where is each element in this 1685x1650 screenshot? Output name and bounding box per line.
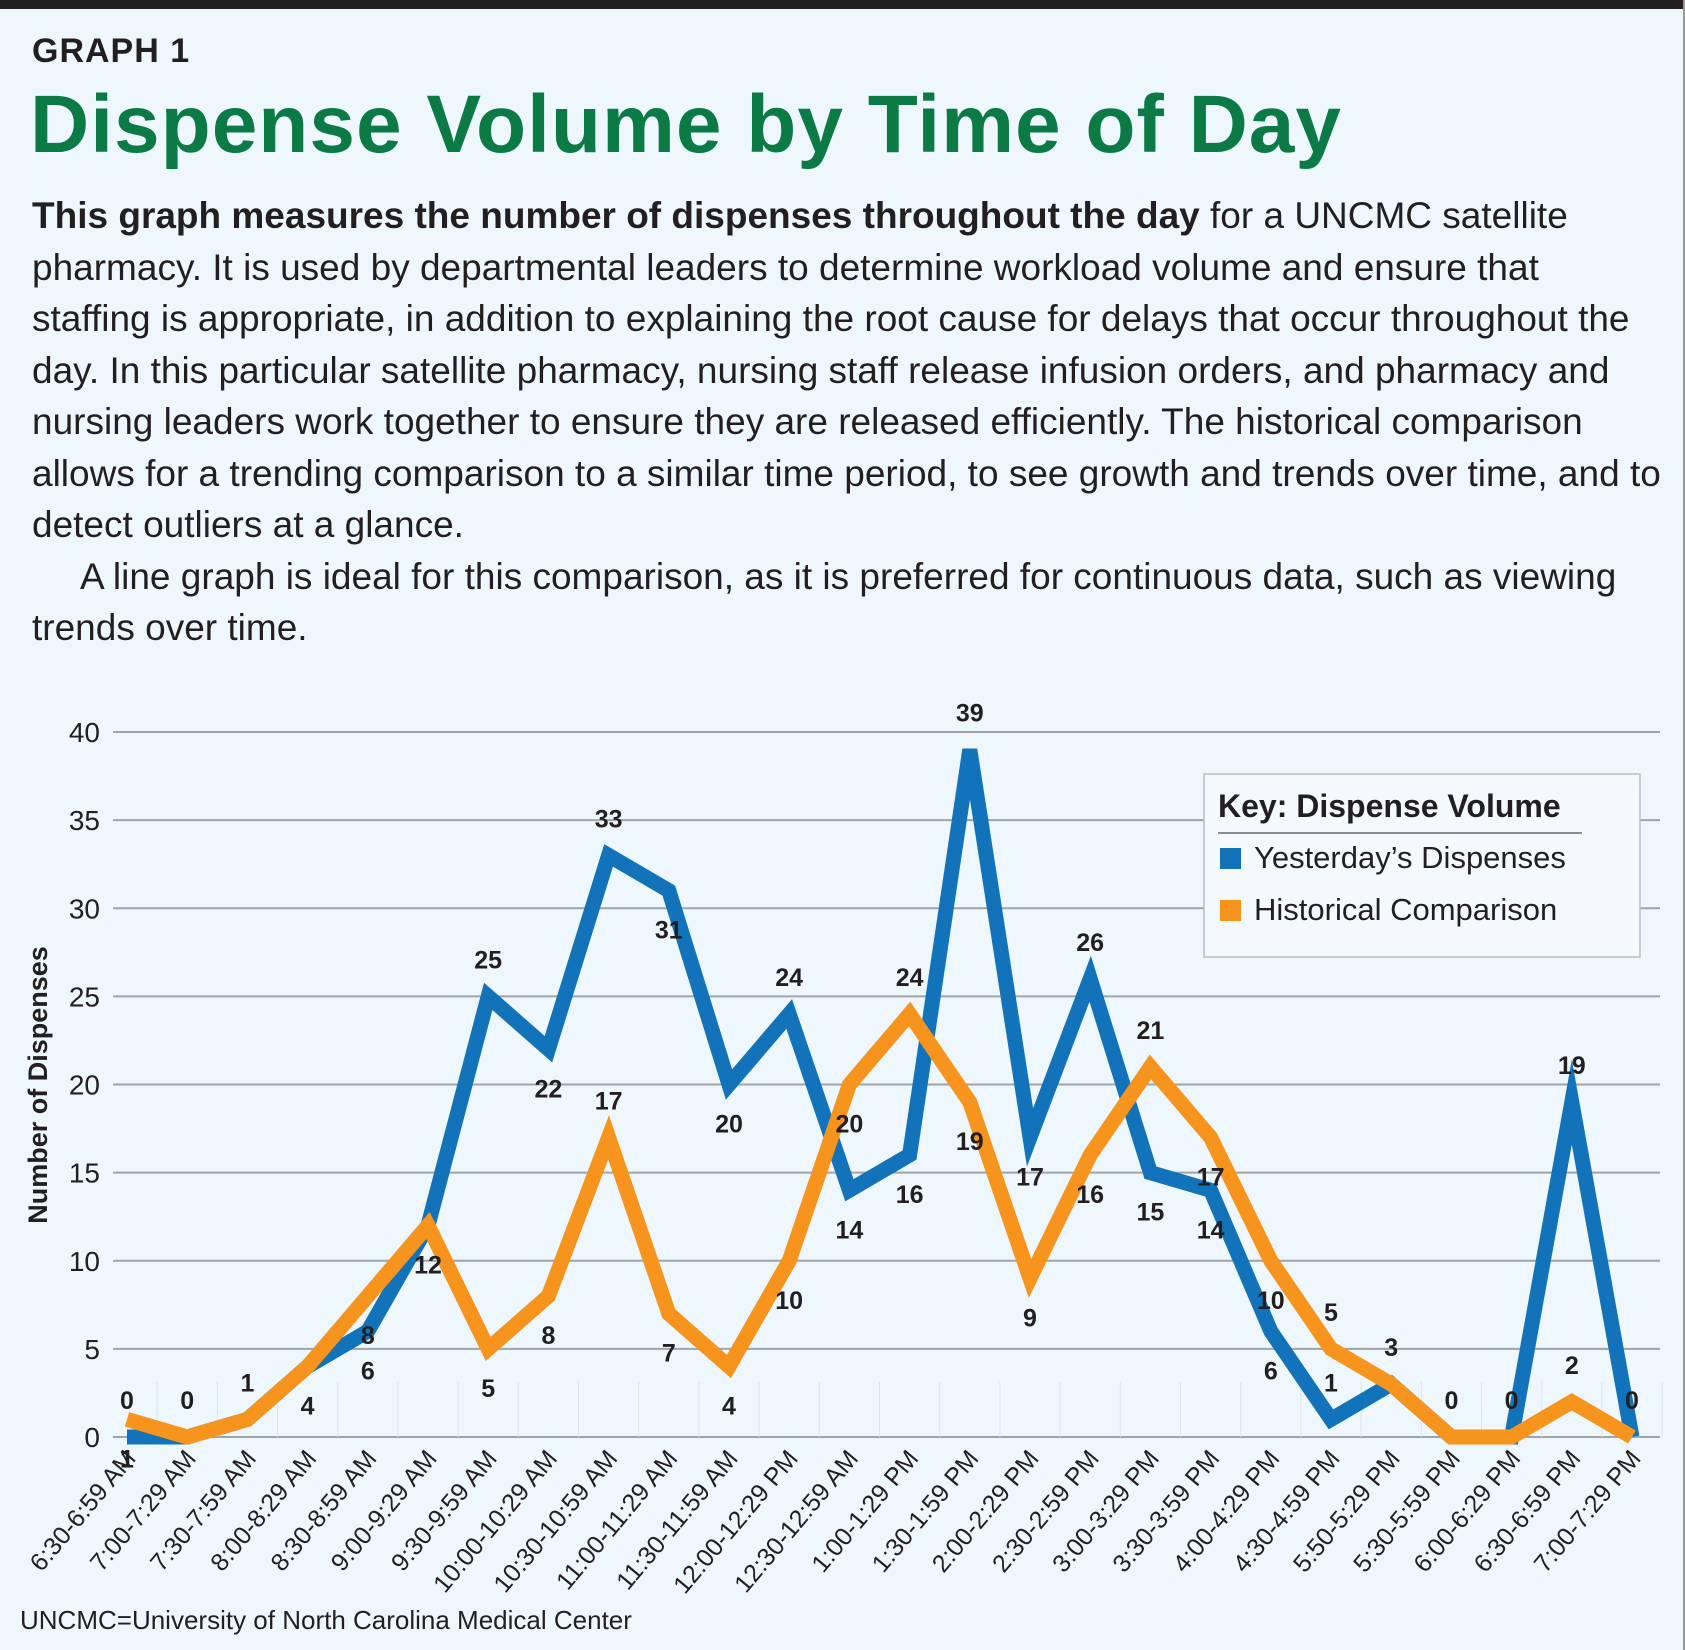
data-label: 10 — [1257, 1287, 1285, 1315]
data-label: 16 — [896, 1181, 924, 1209]
data-label: 0 — [1505, 1387, 1519, 1415]
data-label: 6 — [361, 1357, 375, 1385]
y-tick-label: 30 — [69, 893, 100, 924]
data-label: 8 — [541, 1322, 555, 1350]
data-label: 4 — [301, 1393, 315, 1421]
data-label: 25 — [474, 946, 502, 974]
data-label: 0 — [1625, 1387, 1639, 1415]
legend-swatch — [1220, 848, 1241, 869]
x-tick-label: 7:00-7:29 PM — [1529, 1445, 1647, 1578]
data-label: 22 — [534, 1075, 562, 1103]
data-label: 24 — [896, 964, 924, 992]
y-tick-label: 35 — [69, 805, 100, 836]
data-label: 8 — [361, 1322, 375, 1350]
legend-entry: Historical Comparison — [1254, 892, 1557, 927]
data-label: 1 — [240, 1369, 254, 1397]
data-label: 4 — [722, 1393, 736, 1421]
y-tick-label: 0 — [84, 1422, 100, 1453]
y-tick-label: 10 — [69, 1246, 100, 1277]
legend-title: Key: Dispense Volume — [1218, 788, 1561, 824]
legend-box — [1203, 773, 1641, 958]
data-label: 0 — [180, 1387, 194, 1415]
data-label: 5 — [1324, 1299, 1338, 1327]
y-tick-label: 40 — [69, 717, 100, 748]
data-label: 1 — [1324, 1369, 1338, 1397]
data-label: 5 — [481, 1375, 495, 1403]
paragraph-1: This graph measures the number of dispen… — [32, 190, 1662, 551]
data-label: 1 — [120, 1445, 134, 1473]
description: This graph measures the number of dispen… — [32, 190, 1662, 654]
y-axis-label: Number of Dispenses — [23, 946, 53, 1224]
top-rule — [0, 0, 1683, 9]
data-label: 2 — [1565, 1352, 1579, 1380]
y-tick-label: 25 — [69, 981, 100, 1012]
data-label: 20 — [835, 1111, 863, 1139]
lead-bold: This graph measures the number of dispen… — [32, 195, 1200, 236]
data-label: 7 — [662, 1340, 676, 1368]
data-label: 17 — [1016, 1163, 1044, 1191]
y-tick-label: 5 — [84, 1334, 100, 1365]
data-label: 21 — [1136, 1017, 1164, 1045]
data-label: 0 — [120, 1387, 134, 1415]
data-label: 20 — [715, 1111, 743, 1139]
data-label: 12 — [414, 1252, 442, 1280]
data-label: 3 — [1384, 1334, 1398, 1362]
data-label: 14 — [1197, 1216, 1225, 1244]
y-tick-label: 15 — [69, 1158, 100, 1189]
data-label: 15 — [1136, 1199, 1164, 1227]
data-label: 39 — [956, 700, 984, 728]
data-label: 19 — [1558, 1052, 1586, 1080]
y-tick-label: 20 — [69, 1070, 100, 1101]
data-label: 19 — [956, 1128, 984, 1156]
data-label: 9 — [1023, 1304, 1037, 1332]
legend-entry: Yesterday’s Dispenses — [1254, 840, 1566, 875]
data-label: 14 — [835, 1216, 863, 1244]
data-label: 24 — [775, 964, 803, 992]
paragraph-2: A line graph is ideal for this compariso… — [32, 555, 1617, 649]
data-label: 31 — [655, 917, 683, 945]
series-line-yesterday — [127, 748, 1640, 1445]
data-label: 0 — [1444, 1387, 1458, 1415]
data-label: 26 — [1076, 929, 1104, 957]
graph-label: GRAPH 1 — [32, 32, 191, 70]
data-label: 33 — [595, 805, 623, 833]
data-label: 17 — [595, 1087, 623, 1115]
series-line-historical — [124, 1001, 1636, 1445]
data-label: 17 — [1197, 1163, 1225, 1191]
footnote: UNCMC=University of North Carolina Medic… — [20, 1605, 632, 1635]
data-label: 10 — [775, 1287, 803, 1315]
legend-swatch — [1220, 900, 1241, 921]
data-label: 16 — [1076, 1181, 1104, 1209]
graph-title: Dispense Volume by Time of Day — [30, 79, 1343, 170]
data-label: 6 — [1264, 1357, 1278, 1385]
lead-rest: for a UNCMC satellite pharmacy. It is us… — [32, 195, 1661, 545]
